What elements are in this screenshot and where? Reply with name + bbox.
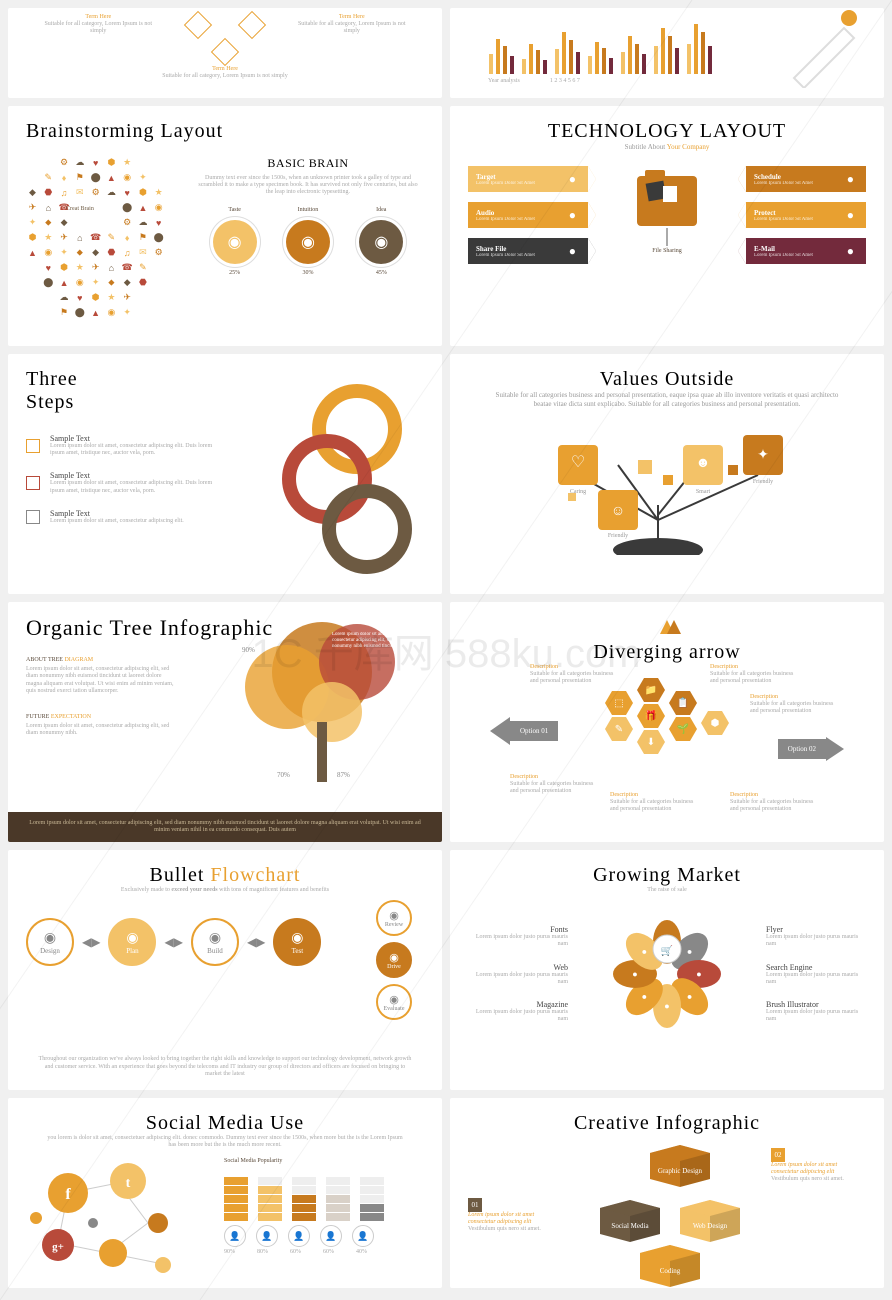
hex-icon: ⬇ [637,730,665,754]
slide-social-media: Social Media Use you lorem is dolor sit … [8,1098,442,1288]
svg-text:90%: 90% [242,646,255,654]
rings-graphic [312,384,412,574]
key-num: 02 [771,1148,785,1162]
slide-title: Three Steps [26,368,106,414]
svg-text:●: ● [664,1001,669,1011]
interlock-graphic: Graphic Design Social Media Web Design Codi… [550,1138,750,1288]
slide-title: TECHNOLOGY LAYOUT [468,120,866,143]
slide-growing-market: Growing Market The raise of sale FontsLo… [450,850,884,1090]
svg-text:Social Media: Social Media [611,1222,649,1230]
triangle-icon [652,616,682,636]
basic-brain-title: BASIC BRAIN [198,156,418,171]
svg-text:Web Design: Web Design [693,1222,728,1230]
term-sub: Suitable for all category, Lorem Ipsum i… [43,21,153,35]
slide-technology: TECHNOLOGY LAYOUT Subtitle About Your Co… [450,106,884,346]
slide-three-steps: Three Steps Sample TextLorem ipsum dolor… [8,354,442,594]
hex-icon: ⬢ [701,711,729,735]
hex-icon: 📁 [637,678,665,702]
slide-creative: Creative Infographic Graphic Design Socia… [450,1098,884,1288]
pencil-icon [784,8,874,88]
svg-text:●: ● [642,947,647,957]
svg-text:Graphic Design: Graphic Design [658,1167,703,1175]
hex-icon: 🌱 [669,717,697,741]
svg-text:🛒: 🛒 [661,944,673,957]
slide-title: Social Media Use [26,1112,424,1135]
svg-text:●: ● [642,992,647,1002]
svg-text:●: ● [687,992,692,1002]
axis-label: Year analysis [488,78,520,85]
svg-text:t: t [126,1176,131,1191]
tree-graphic: 90% 70% 87% Lorem ipsum dolor sit amet, … [202,602,442,802]
axis-ticks: 1 2 3 4 5 6 7 [550,78,580,85]
svg-text:Coding: Coding [660,1267,681,1275]
hex-icon: 🎁 [637,704,665,728]
slide-title: Diverging arrow [468,641,866,664]
network-graphic: f t g+ [18,1153,198,1283]
svg-text:Smart: Smart [696,489,711,495]
svg-text:Friendly: Friendly [753,479,773,485]
option-label: Option 02 [778,739,826,759]
svg-text:☺: ☺ [611,504,625,519]
slide-title: Values Outside [468,368,866,391]
svg-text:♡: ♡ [571,454,585,471]
flower-graphic: ●●●●●●●● 🛒 [597,904,737,1044]
diamond-icon [211,37,239,65]
hex-icon: 📋 [669,691,697,715]
term-sub: Suitable for all category, Lorem Ipsum i… [26,73,424,80]
svg-text:✦: ✦ [757,448,769,463]
svg-text:70%: 70% [277,771,290,779]
basic-brain-sub: Dummy text ever since the 1500s, when an… [198,175,418,197]
term-title: Term Here [26,66,424,73]
tree-graphic: Caring♡ Friendly☺ ☻Smart ✦Friendly [468,415,848,555]
svg-text:●: ● [687,947,692,957]
slide-barchart: Year analysis 1 2 3 4 5 6 7 [450,8,884,98]
term-sub: Suitable for all category, Lorem Ipsum i… [297,21,407,35]
option-label: Option 01 [510,721,558,741]
key-num: 01 [468,1198,482,1212]
center-label: File Sharing [622,248,712,255]
folder-icon [637,176,697,226]
svg-text:●: ● [632,969,637,979]
slide-terms: Term HereSuitable for all category, Lore… [8,8,442,98]
slide-bullet-flow: Bullet Flowchart Exclusively made to exc… [8,850,442,1090]
slide-title: Brainstorming Layout [26,120,424,143]
slide-values: Values Outside Suitable for all categori… [450,354,884,594]
diamond-icon [238,11,266,39]
slide-title: Growing Market [468,864,866,887]
svg-text:g+: g+ [52,1241,64,1253]
slide-organic-tree: Organic Tree Infographic ABOUT TREE DIAG… [8,602,442,842]
hex-icon: ⬚ [605,691,633,715]
slide-title: Creative Infographic [468,1112,866,1135]
head-silhouette: ⚙☁♥⬢★✎♦⚑⬤▲◉✦◆⬣♫✉⚙☁♥⬢★✈⌂☎⬤▲◉✦⬥◆⚙☁♥⬢★✈⌂☎✎♦… [26,156,166,331]
svg-text:87%: 87% [337,771,350,779]
slide-brainstorming: Brainstorming Layout ⚙☁♥⬢★✎♦⚑⬤▲◉✦◆⬣♫✉⚙☁♥… [8,106,442,346]
svg-text:☻: ☻ [696,456,711,471]
svg-text:Friendly: Friendly [608,533,628,539]
svg-text:f: f [65,1186,71,1203]
hex-icon: ✎ [605,717,633,741]
svg-text:●: ● [696,969,701,979]
slide-diverging: Diverging arrow ⬚✎ 📁🎁⬇ 📋🌱 ⬢ Option 01 Op… [450,602,884,842]
diamond-icon [184,11,212,39]
